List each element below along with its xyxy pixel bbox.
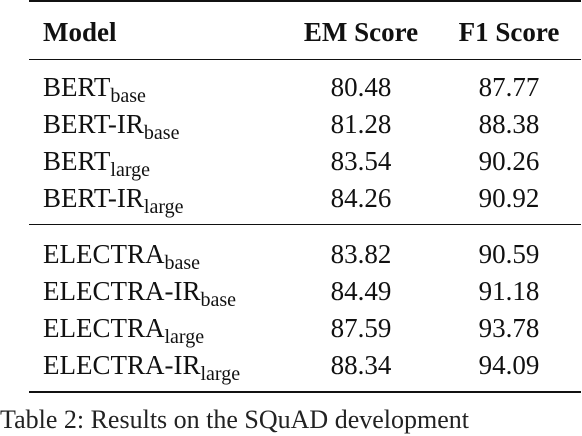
f1-score-cell: 90.59: [478, 238, 540, 269]
model-name-cell: ELECTRA-IRbase: [29, 272, 285, 311]
model-name: BERT-IR: [43, 182, 144, 213]
bert-group: BERTbase 80.48 87.77 BERT-IRbase 81.28 8…: [29, 60, 581, 225]
model-column-header: Model: [29, 0, 285, 60]
em-score-cell: 80.48: [330, 71, 392, 102]
f1-score-cell: 90.26: [478, 145, 540, 176]
em-score-cell: 83.54: [330, 145, 392, 176]
model-size-subscript: large: [164, 325, 205, 348]
table-row: BERT-IRbase 81.28 88.38: [29, 105, 581, 144]
model-name-cell: BERT-IRlarge: [29, 179, 285, 225]
table-caption: Table 2: Results on the SQuAD developmen…: [0, 405, 470, 434]
model-name: ELECTRA-IR: [43, 275, 201, 306]
header-row: Model EM Score F1 Score: [29, 0, 581, 60]
model-name-cell: ELECTRAbase: [29, 225, 285, 273]
table-row: ELECTRA-IRbase 84.49 91.18: [29, 272, 581, 311]
table-row: BERTlarge 83.54 90.26: [29, 142, 581, 181]
model-size-subscript: large: [143, 195, 184, 218]
model-size-subscript: large: [200, 362, 241, 385]
results-table: Model EM Score F1 Score BERTbase 80.48 8…: [29, 0, 581, 393]
model-name: BERT-IR: [43, 108, 144, 139]
model-name: ELECTRA: [43, 312, 165, 343]
model-size-subscript: base: [143, 121, 180, 144]
f1-score-column-header: F1 Score: [437, 0, 581, 60]
table-row: ELECTRAlarge 87.59 93.78: [29, 309, 581, 348]
model-name-cell: BERT-IRbase: [29, 105, 285, 144]
em-score-cell: 84.26: [285, 179, 437, 225]
f1-score-cell: 90.92: [437, 179, 581, 225]
em-score-cell: 87.59: [330, 312, 392, 343]
model-name-cell: BERTlarge: [29, 142, 285, 181]
model-name-cell: ELECTRA-IRlarge: [29, 346, 285, 393]
electra-group: ELECTRAbase 83.82 90.59 ELECTRA-IRbase 8…: [29, 225, 581, 393]
model-size-subscript: base: [110, 84, 146, 107]
em-score-cell: 88.34: [285, 346, 437, 393]
model-name-cell: BERTbase: [29, 60, 285, 106]
model-size-subscript: base: [164, 251, 201, 274]
results-table-container: Model EM Score F1 Score BERTbase 80.48 8…: [29, 0, 581, 393]
table-row: ELECTRA-IRlarge 88.34 94.09: [29, 346, 581, 393]
f1-score-cell: 94.09: [437, 346, 581, 393]
table-row: ELECTRAbase 83.82 90.59: [29, 225, 581, 273]
model-name: ELECTRA-IR: [43, 349, 201, 380]
model-name: ELECTRA: [43, 238, 165, 269]
em-score-cell: 84.49: [330, 275, 392, 306]
table-row: BERT-IRlarge 84.26 90.92: [29, 179, 581, 225]
model-name: BERT: [43, 145, 111, 176]
f1-score-cell: 93.78: [478, 312, 540, 343]
f1-score-cell: 88.38: [478, 108, 540, 139]
model-size-subscript: base: [200, 288, 237, 311]
em-score-column-header: EM Score: [285, 0, 437, 60]
f1-score-cell: 87.77: [478, 71, 540, 102]
model-name-cell: ELECTRAlarge: [29, 309, 285, 348]
em-score-cell: 83.82: [330, 238, 392, 269]
table-row: BERTbase 80.48 87.77: [29, 60, 581, 106]
em-score-cell: 81.28: [330, 108, 392, 139]
model-size-subscript: large: [110, 158, 150, 181]
model-name: BERT: [43, 71, 111, 102]
f1-score-cell: 91.18: [478, 275, 540, 306]
